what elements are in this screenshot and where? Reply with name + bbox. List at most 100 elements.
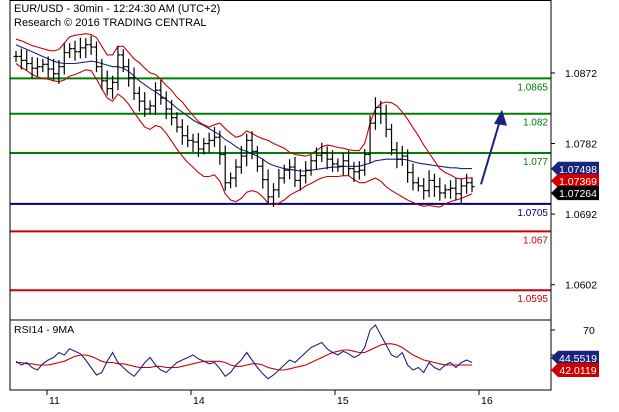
price-badge: 1.07498 [551,161,599,176]
price-bar [40,58,46,73]
price-bar [292,156,298,188]
price-badge-label: 1.07369 [559,176,597,188]
chart-title: EUR/USD - 30min - 12:24:30 AM (UTC+2) [14,3,221,15]
price-bar [195,132,201,157]
price-bar [190,133,196,153]
price-bar [378,100,384,124]
rsi-badge-label: 42.0119 [559,365,596,377]
price-bar [217,130,223,165]
x-tick-label: 15 [337,395,349,407]
price-bar [362,149,368,176]
price-plot: 1.0865 1.082 1.077 1.0705 1.067 1.0595 [10,33,551,305]
price-bar [426,170,432,198]
price-badge-shape [551,161,599,176]
price-bar [110,75,116,99]
price-bar [394,141,400,169]
price-bar [61,43,67,75]
x-tick-label: 16 [481,395,493,407]
price-bar [308,155,314,176]
price-bar [185,125,191,148]
price-bar [330,150,336,172]
level-label-0: 1.0865 [517,82,548,93]
series-upper-band [15,33,472,180]
price-bar [313,147,319,170]
rsi-badge: 42.0119 [551,362,599,377]
chart-subtitle: Research © 2016 TRADING CENTRAL [14,17,207,29]
series-moving-average [15,44,472,172]
price-bar [163,91,169,120]
level-label-4: 1.067 [523,235,548,246]
price-bar [431,173,437,197]
price-bar [179,119,185,145]
price-bar [260,158,266,189]
price-bar [287,159,293,180]
x-tick-label: 14 [193,395,205,407]
price-bar [56,60,62,84]
price-bar [244,133,250,167]
price-bar [201,138,207,155]
price-bar [340,152,346,176]
plot-border [9,0,552,391]
price-bar [136,86,142,112]
level-label-3: 1.0705 [517,208,548,219]
rsi-series-9MA [16,343,472,371]
price-bar [442,184,448,199]
price-bar [367,115,373,164]
level-label-1: 1.082 [523,118,548,129]
rsi-series-RSI14 [15,324,473,380]
price-badge-label: 1.07498 [559,164,597,176]
price-bar [206,132,212,153]
price-bar [415,177,421,192]
price-bar [211,127,217,148]
price-badge: 1.07369 [551,173,599,188]
price-bar [383,104,389,138]
price-bar [120,49,126,73]
rsi-badge-shape [551,350,599,365]
price-bar [88,35,94,55]
arrow-head [494,109,507,126]
level-label-5: 1.0595 [517,294,548,305]
price-bar [276,169,282,198]
price-bar [169,100,175,126]
y-tick-label: 1.0692 [565,209,597,221]
price-bar [51,58,57,81]
price-bar [453,178,459,201]
y-tick-label: 1.0602 [565,280,597,292]
rsi-badge: 44.5519 [551,350,599,365]
price-bar [389,123,395,156]
arrow-annotation [480,113,503,185]
price-bar [18,48,24,70]
price-badge: 1.07264 [551,186,599,201]
price-bar [72,40,78,61]
price-bar [99,58,105,90]
price-bar [254,145,260,172]
price-bar [228,172,234,189]
price-bar [77,37,83,59]
price-bar [29,56,35,79]
price-bar [405,149,411,183]
level-label-2: 1.077 [523,157,548,168]
price-bar [238,145,244,174]
price-bar [399,145,405,166]
price-bar [13,50,19,62]
price-bar [174,112,180,133]
price-badge-shape [551,173,599,188]
price-bar [131,67,137,100]
price-bar [421,178,427,200]
chart-frame: 1.08721.07821.06921.06021.074981.073691.… [9,0,599,407]
price-bar [297,169,303,191]
rsi-plot: RSI14 - 9MA [14,324,473,380]
price-bar [265,169,271,204]
series-lower-band [15,63,473,208]
price-bar [372,97,378,130]
price-bar [115,45,121,91]
price-bar [346,150,352,176]
price-bar [356,161,362,180]
price-bar [303,161,309,184]
price-bar [351,161,357,182]
rsi-title: RSI14 - 9MA [14,324,74,336]
price-bar [319,142,325,162]
price-bar [93,41,99,73]
price-bar [324,146,330,170]
